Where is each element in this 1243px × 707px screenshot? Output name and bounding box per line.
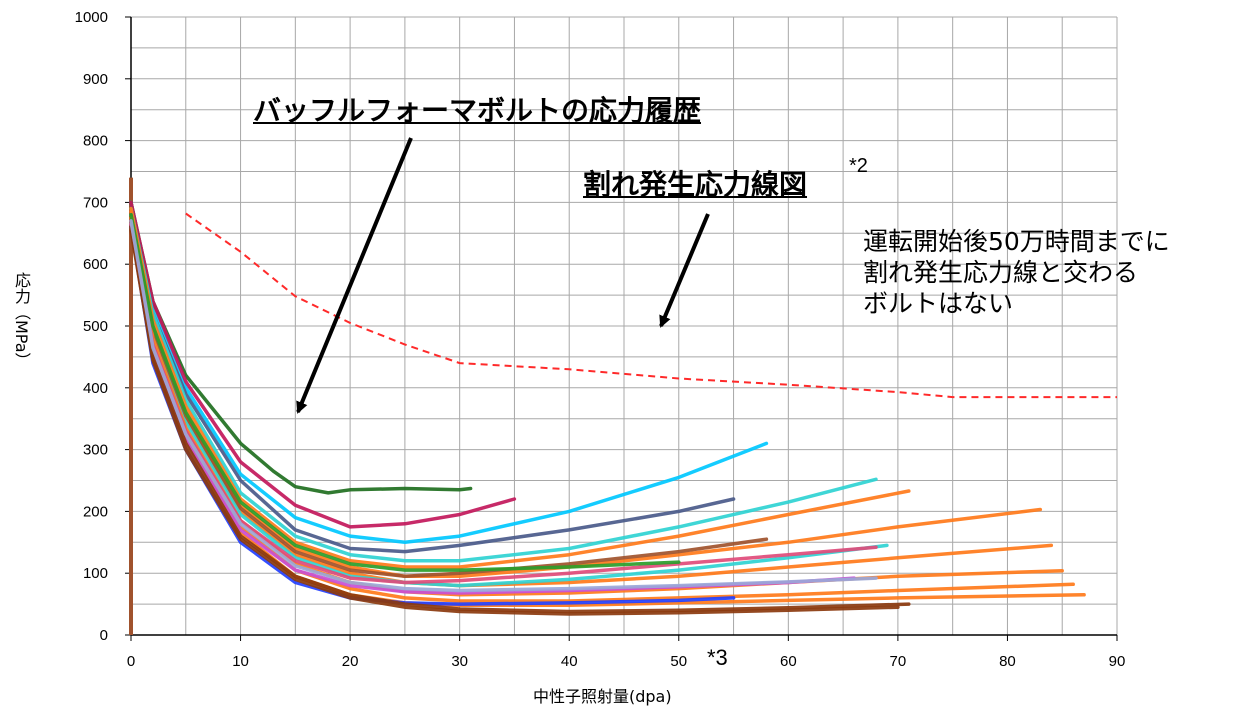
y-axis-label: 応力（MPa） [12,272,31,369]
bolt-history-line [129,228,900,616]
bolt-history-line [129,219,878,593]
x-tick-label: 30 [451,653,468,670]
bolt-history-line [129,200,517,529]
x-tick-label: 80 [999,653,1016,670]
note-line-2: 割れ発生応力線と交わる [863,258,1139,287]
note-line-3: ボルトはない [863,289,1014,318]
x-tick-label: 50 [670,653,687,670]
annotation-bolt-history: バッフルフォーマボルトの応力履歴 [253,94,702,127]
bolt-history-line [129,225,911,614]
crack-curve-layer [185,212,1117,399]
x-tick-label: 40 [561,653,578,670]
x-tick-label: 90 [1109,653,1126,670]
x-tick-label: 70 [890,653,907,670]
y-tick-label: 0 [100,627,108,644]
y-tick-label: 700 [83,194,108,211]
y-tick-label: 1000 [75,9,108,26]
y-tick-label: 200 [83,503,108,520]
y-tick-label: 300 [83,442,108,459]
y-tick-label: 800 [83,133,108,150]
bolt-history-line [129,206,878,563]
bolt-history-series [129,177,1086,635]
tick-labels: 0 100 200 300 400 500 600 700 800 900 1000 0 10 20 30 4… [75,9,1126,670]
y-tick-label: 900 [83,71,108,88]
x-tick-label: 10 [232,653,249,670]
y-tick-label: 500 [83,318,108,335]
x-tick-label: 0 [127,653,135,670]
bolt-history-line [129,200,769,545]
y-tick-label: 600 [83,256,108,273]
arrow-bolt-history [296,137,413,414]
crack-initiation-curve [185,212,1117,399]
bolt-history-line [129,213,681,572]
note-line-1: 運転開始後50万時間までに [863,227,1170,256]
annotation-crack-curve-footnote: *2 [849,155,868,177]
x-tick-label: 20 [342,653,359,670]
grid [130,16,1118,636]
y-tick-label: 100 [83,565,108,582]
x-marker-footnote: *3 [707,645,728,670]
bolt-history-line [129,206,911,569]
x-axis-label: 中性子照射量(dpa) [533,687,672,706]
bolt-history-line [129,213,769,579]
annotation-note: 運転開始後50万時間までに 割れ発生応力線と交わる ボルトはない [863,226,1170,319]
annotation-crack-curve: 割れ発生応力線図 [583,168,808,201]
arrow-crack-curve [659,213,710,328]
x-tick-label: 60 [780,653,797,670]
y-tick-label: 400 [83,380,108,397]
